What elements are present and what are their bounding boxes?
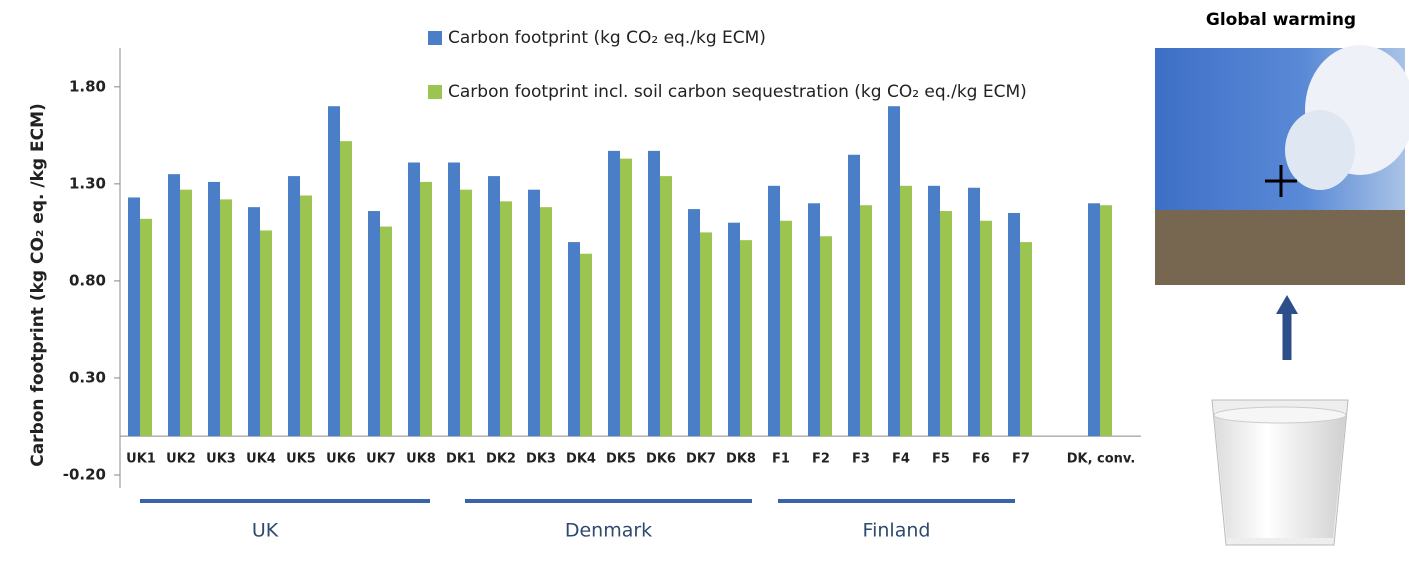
bar bbox=[928, 185, 940, 437]
group-label: UK bbox=[252, 520, 279, 542]
bar bbox=[888, 106, 900, 437]
bar bbox=[128, 197, 140, 437]
bar bbox=[768, 185, 780, 437]
x-tick-label: DK5 bbox=[606, 452, 636, 467]
y-tick-label: -0.20 bbox=[63, 466, 106, 484]
bar bbox=[248, 207, 260, 437]
x-tick-label: UK8 bbox=[406, 452, 436, 467]
bar bbox=[580, 253, 592, 437]
x-tick-label: DK4 bbox=[566, 452, 596, 467]
bar bbox=[1100, 205, 1112, 437]
bar bbox=[300, 195, 312, 437]
bar bbox=[180, 189, 192, 437]
x-tick-label: DK7 bbox=[686, 452, 716, 467]
bar bbox=[288, 176, 300, 437]
bar bbox=[500, 201, 512, 437]
bar bbox=[368, 211, 380, 437]
bar bbox=[1008, 212, 1020, 437]
bar bbox=[528, 189, 540, 437]
bar bbox=[1020, 242, 1032, 437]
x-tick-label: DK3 bbox=[526, 452, 556, 467]
x-tick-label: F4 bbox=[892, 452, 910, 467]
y-axis-label: Carbon footprint (kg CO₂ eq. /kg ECM) bbox=[28, 103, 48, 467]
side-title: Global warming bbox=[1206, 10, 1356, 30]
legend-label: Carbon footprint incl. soil carbon seque… bbox=[448, 82, 1027, 102]
x-tick-label: DK2 bbox=[486, 452, 516, 467]
legend-label: Carbon footprint (kg CO₂ eq./kg ECM) bbox=[448, 28, 766, 48]
y-tick-label: 1.30 bbox=[69, 174, 106, 192]
bar bbox=[488, 176, 500, 437]
milk bbox=[1214, 415, 1346, 538]
bar bbox=[140, 218, 152, 437]
bar bbox=[540, 207, 552, 437]
x-tick-label: DK6 bbox=[646, 452, 676, 467]
x-tick-label: UK3 bbox=[206, 452, 236, 467]
bar bbox=[660, 176, 672, 437]
x-tick-label: F1 bbox=[772, 452, 790, 467]
bar bbox=[728, 222, 740, 437]
bar bbox=[1088, 203, 1100, 437]
bar bbox=[780, 220, 792, 437]
x-tick-label: DK, conv. bbox=[1067, 452, 1136, 467]
cloud bbox=[1285, 110, 1355, 190]
bar bbox=[448, 162, 460, 437]
side-panel: Global warming bbox=[1155, 10, 1409, 546]
bar bbox=[260, 230, 272, 437]
y-tick-label: 0.30 bbox=[69, 368, 106, 386]
bar bbox=[648, 150, 660, 437]
bar bbox=[740, 240, 752, 437]
bar bbox=[848, 154, 860, 437]
x-tick-label: UK5 bbox=[286, 452, 316, 467]
bar bbox=[220, 199, 232, 437]
bar bbox=[460, 189, 472, 437]
x-tick-label: F7 bbox=[1012, 452, 1030, 467]
bar bbox=[380, 226, 392, 437]
x-tick-label: UK6 bbox=[326, 452, 356, 467]
arrow-head bbox=[1276, 295, 1298, 314]
x-tick-label: UK2 bbox=[166, 452, 196, 467]
x-tick-label: F3 bbox=[852, 452, 870, 467]
bar bbox=[420, 181, 432, 437]
bar bbox=[860, 205, 872, 437]
bar bbox=[620, 158, 632, 437]
x-tick-label: UK7 bbox=[366, 452, 396, 467]
bar bbox=[608, 150, 620, 437]
milk-surface bbox=[1213, 406, 1347, 424]
bar bbox=[980, 220, 992, 437]
bar bbox=[808, 203, 820, 437]
x-tick-label: F2 bbox=[812, 452, 830, 467]
soil-image bbox=[1155, 210, 1405, 285]
bar bbox=[340, 141, 352, 437]
bar bbox=[700, 232, 712, 437]
group-label: Denmark bbox=[565, 520, 652, 542]
x-tick-label: F5 bbox=[932, 452, 950, 467]
soil-texture bbox=[1155, 210, 1405, 285]
bar bbox=[408, 162, 420, 437]
y-tick-label: 0.80 bbox=[69, 271, 106, 289]
y-tick-label: 1.80 bbox=[69, 77, 106, 95]
legend-swatch bbox=[428, 31, 442, 45]
bar bbox=[328, 106, 340, 437]
bar bbox=[900, 185, 912, 437]
bar bbox=[968, 187, 980, 437]
group-label: Finland bbox=[863, 520, 931, 542]
bar bbox=[568, 242, 580, 437]
x-tick-label: DK1 bbox=[446, 452, 476, 467]
x-tick-label: UK1 bbox=[126, 452, 156, 467]
bar bbox=[208, 181, 220, 437]
x-tick-label: UK4 bbox=[246, 452, 276, 467]
x-tick-label: F6 bbox=[972, 452, 990, 467]
bar bbox=[688, 209, 700, 437]
bar bbox=[820, 236, 832, 437]
x-tick-label: DK8 bbox=[726, 452, 756, 467]
bar bbox=[168, 174, 180, 437]
legend-swatch bbox=[428, 85, 442, 99]
bar bbox=[940, 211, 952, 437]
